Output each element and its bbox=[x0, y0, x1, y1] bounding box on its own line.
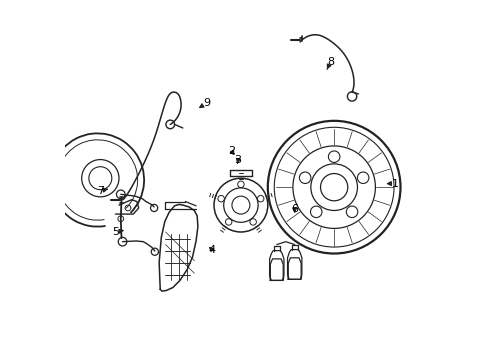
Text: 6: 6 bbox=[291, 204, 298, 214]
Polygon shape bbox=[270, 259, 283, 280]
Polygon shape bbox=[159, 204, 198, 291]
Polygon shape bbox=[287, 249, 301, 279]
Text: 7: 7 bbox=[97, 186, 107, 196]
Text: 8: 8 bbox=[326, 57, 333, 69]
Text: 9: 9 bbox=[199, 98, 210, 108]
Text: 3: 3 bbox=[234, 155, 241, 165]
Text: 1: 1 bbox=[386, 179, 398, 189]
Polygon shape bbox=[269, 251, 284, 280]
Polygon shape bbox=[287, 258, 301, 279]
Text: 4: 4 bbox=[208, 245, 215, 255]
Text: 2: 2 bbox=[228, 146, 235, 156]
Text: 5: 5 bbox=[112, 227, 123, 237]
